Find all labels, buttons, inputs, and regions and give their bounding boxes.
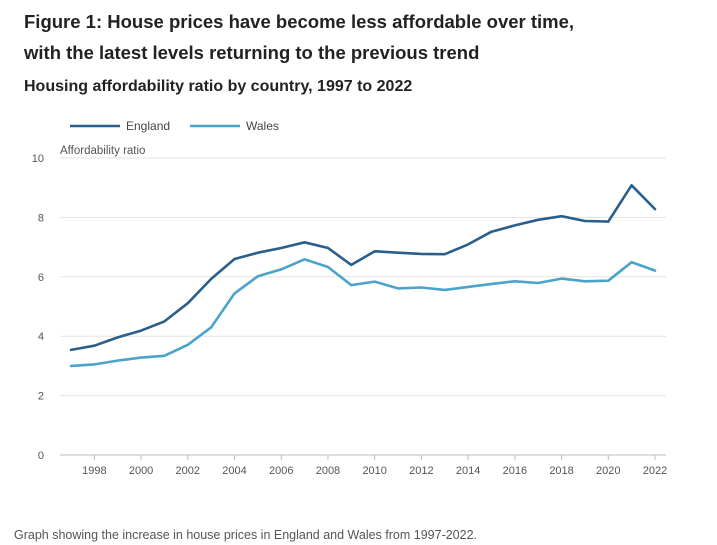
x-tick-label: 2000 [129, 465, 153, 477]
chart-legend: England Wales [70, 119, 279, 133]
y-axis-label: Affordability ratio [60, 145, 145, 157]
series-line-england [69, 184, 657, 352]
x-tick-label: 2006 [269, 465, 293, 477]
x-tick-label: 2016 [503, 465, 527, 477]
figure-caption: Graph showing the increase in house pric… [14, 528, 478, 542]
x-tick-label: 2014 [456, 465, 480, 477]
y-tick-label: 2 [38, 391, 44, 403]
chart-grid [60, 157, 666, 456]
y-tick-label: 10 [32, 153, 44, 165]
x-tick-label: 2020 [596, 465, 620, 477]
x-tick-label: 2008 [316, 465, 340, 477]
x-axis-ticks: 1998 2000 2002 2004 2006 2008 2010 2012 2014 2016… [82, 455, 667, 477]
legend-item-wales: Wales [190, 119, 279, 133]
y-tick-label: 4 [38, 331, 44, 343]
chart-title: Housing affordability ratio by country, … [24, 78, 413, 95]
x-tick-label: 2002 [176, 465, 200, 477]
legend-item-england: England [70, 119, 170, 133]
legend-label: England [126, 119, 170, 133]
y-axis-ticks: 0 2 4 6 8 10 [32, 153, 44, 462]
figure-title-line-1: Figure 1: House prices have become less … [24, 11, 575, 32]
figure-title: Figure 1: House prices have become less … [24, 6, 704, 68]
x-tick-label: 2010 [362, 465, 386, 477]
y-tick-label: 0 [38, 450, 44, 462]
series-line-wales [69, 257, 657, 368]
x-tick-label: 2004 [222, 465, 246, 477]
x-tick-label: 2022 [643, 465, 667, 477]
x-tick-label: 2018 [549, 465, 573, 477]
x-tick-label: 2012 [409, 465, 433, 477]
chart-series [69, 184, 657, 368]
legend-label: Wales [246, 119, 279, 133]
y-tick-label: 8 [38, 212, 44, 224]
y-tick-label: 6 [38, 272, 44, 284]
figure-title-line-2: with the latest levels returning to the … [24, 42, 480, 63]
x-tick-label: 1998 [82, 465, 106, 477]
